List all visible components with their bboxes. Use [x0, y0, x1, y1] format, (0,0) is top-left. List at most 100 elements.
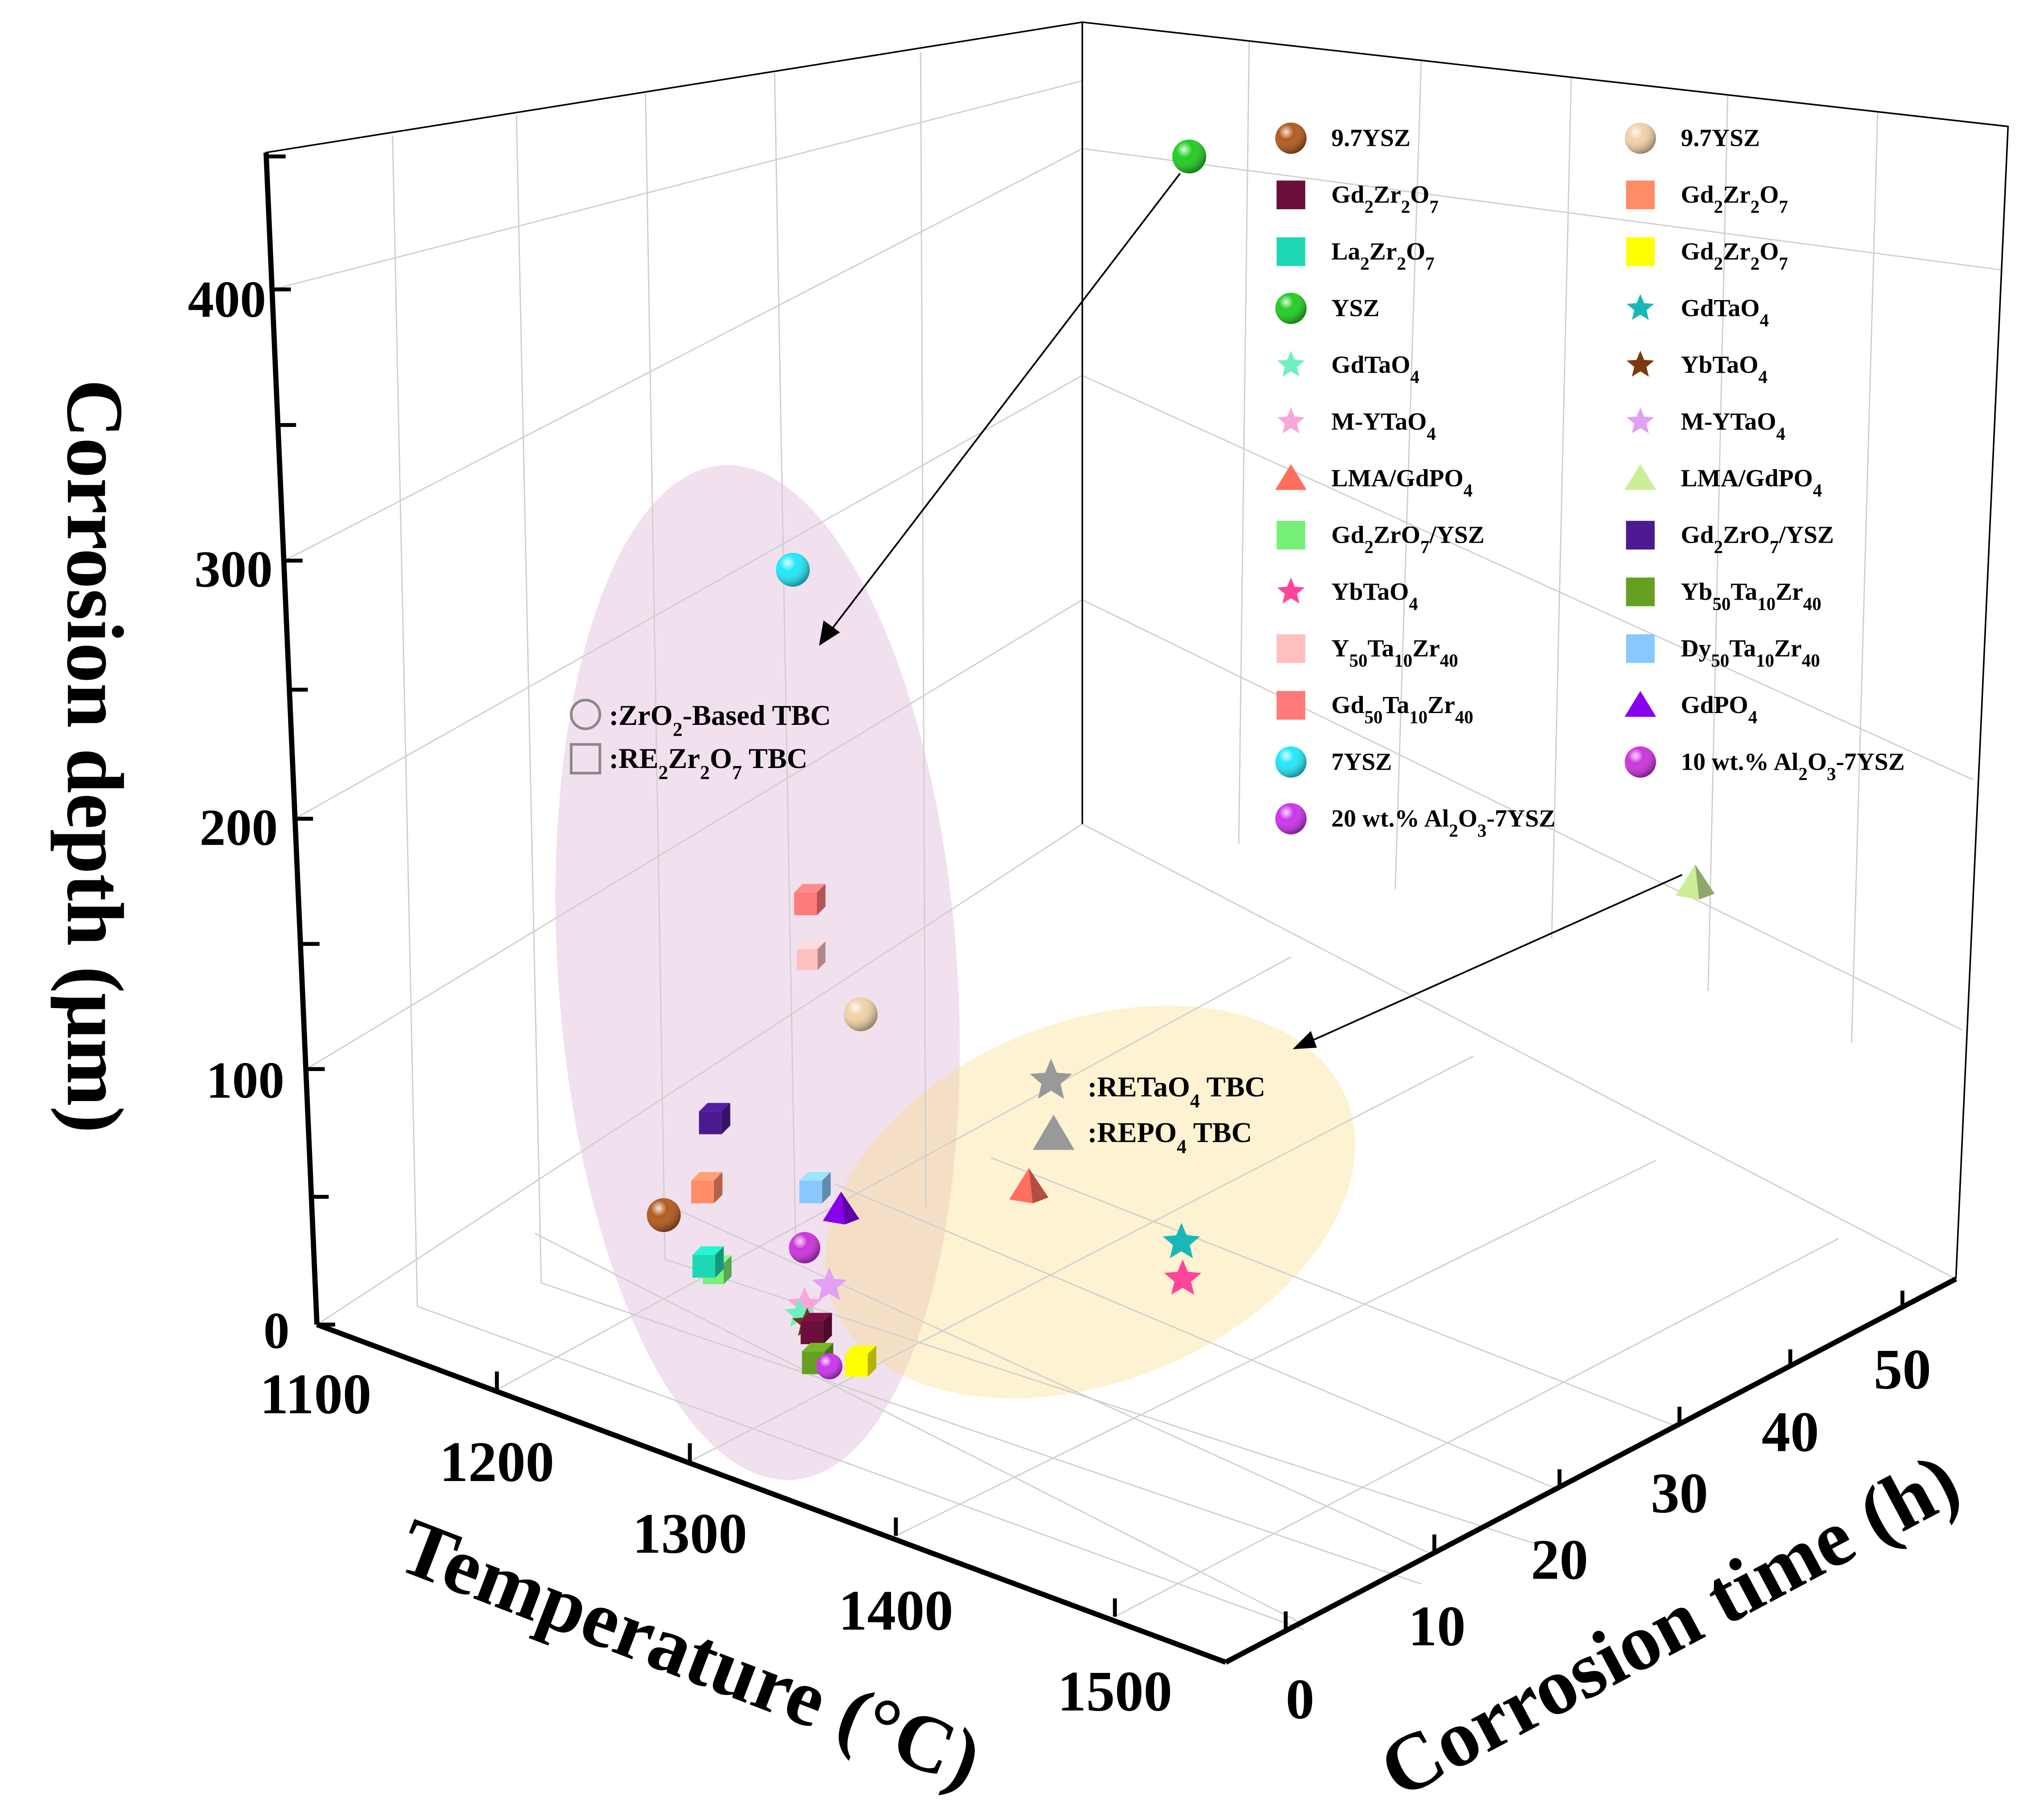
group-label-re2zr2o7: :RE2Zr2O7 TBC — [609, 743, 808, 784]
time-tick-label: 30 — [1651, 1462, 1708, 1525]
data-point-star — [1164, 1259, 1202, 1295]
star-icon — [1030, 1058, 1072, 1099]
temperature-tick-label: 1200 — [440, 1430, 554, 1494]
axis-ticks — [267, 154, 1905, 1630]
temperature-tick-label: 1500 — [1058, 1660, 1172, 1723]
legend-marker — [1276, 521, 1305, 550]
legend-marker — [1276, 691, 1305, 720]
time-tick-label: 10 — [1408, 1595, 1466, 1658]
legend-label: 7YSZ — [1332, 748, 1392, 775]
legend-marker — [1627, 350, 1654, 377]
legend-label: M-YTaO4 — [1332, 407, 1436, 443]
legend-label: 9.7YSZ — [1332, 124, 1411, 151]
legend-marker — [1627, 407, 1654, 434]
legend-label: 9.7YSZ — [1681, 124, 1760, 151]
circle-outline-icon — [570, 699, 602, 730]
data-point-square — [801, 1313, 832, 1345]
depth-tick-label: 200 — [200, 798, 278, 856]
legend-marker — [1277, 350, 1305, 377]
legend-label: GdPO4 — [1681, 691, 1757, 727]
data-point-star — [1162, 1223, 1200, 1258]
data-point-square — [845, 1345, 877, 1377]
legend-label: M-YTaO4 — [1681, 407, 1785, 443]
depth-tick-label: 400 — [188, 271, 266, 328]
legend-marker — [1275, 292, 1307, 324]
legend: 9.7YSZ 9.7YSZ Gd2Zr2O7 Gd2Zr2O7 La2Zr2O7 Gd2Z… — [1275, 122, 1905, 841]
legend-marker — [1626, 237, 1655, 266]
data-point-square — [699, 1103, 730, 1134]
data-point-sphere — [789, 1232, 820, 1263]
data-point-square — [692, 1246, 724, 1278]
group-label-repo4: :REPO4 TBC — [1088, 1117, 1252, 1158]
data-markers — [647, 139, 1715, 1380]
time-tick-label: 40 — [1761, 1400, 1819, 1464]
data-point-square — [796, 941, 826, 970]
legend-marker — [1626, 521, 1655, 550]
legend-marker — [1627, 294, 1654, 320]
legend-marker — [1624, 746, 1656, 778]
data-point-sphere — [1172, 139, 1206, 174]
time-tick-labels: 0 10 20 30 40 50 — [1286, 1338, 1931, 1731]
legend-label: 20 wt.% Al2O3-7YSZ — [1332, 805, 1556, 841]
triangle-icon — [1033, 1115, 1075, 1150]
legend-label: Yb50Ta10Zr40 — [1681, 578, 1821, 614]
legend-label: Gd2Zr2O7 — [1681, 181, 1788, 217]
temperature-tick-label: 1100 — [260, 1363, 372, 1426]
legend-marker — [1624, 691, 1656, 717]
temperature-tick-labels: 1100 1200 1300 1400 1500 — [260, 1363, 1172, 1723]
legend-marker — [1275, 746, 1307, 778]
temperature-tick-label: 1400 — [839, 1579, 953, 1642]
legend-label: Gd2ZrO7/YSZ — [1681, 521, 1834, 557]
legend-marker — [1624, 122, 1656, 154]
annotation-arrows — [819, 173, 1683, 1049]
time-tick-label: 50 — [1874, 1338, 1931, 1401]
data-point-square — [691, 1172, 723, 1204]
time-tick-label: 0 — [1286, 1667, 1315, 1731]
legend-label: LMA/GdPO4 — [1332, 465, 1473, 501]
legend-label: Gd2Zr2O7 — [1332, 181, 1439, 217]
legend-marker — [1626, 577, 1655, 607]
legend-marker — [1275, 122, 1307, 154]
depth-tick-label: 300 — [194, 540, 273, 598]
legend-label: LMA/GdPO4 — [1681, 465, 1822, 501]
legend-label: YbTaO4 — [1332, 578, 1418, 614]
legend-label: Y50Ta10Zr40 — [1332, 634, 1458, 671]
depth-tick-label: 100 — [206, 1051, 284, 1109]
legend-marker — [1277, 407, 1305, 434]
legend-label: GdTaO4 — [1681, 294, 1769, 331]
legend-label: YbTaO4 — [1681, 351, 1767, 387]
data-point-triangle — [1009, 1168, 1049, 1204]
legend-label: GdTaO4 — [1332, 351, 1419, 387]
legend-label: Gd50Ta10Zr40 — [1332, 691, 1474, 727]
data-point-sphere — [843, 997, 878, 1031]
group-annotations: :ZrO2-Based TBC :RE2Zr2O7 TBC :RETaO4 TB… — [570, 699, 1266, 1158]
axis-lines — [263, 152, 1957, 1665]
depth-tick-labels: 0 100 200 300 400 — [188, 271, 290, 1360]
data-point-triangle — [823, 1191, 859, 1224]
group-label-zro2: :ZrO2-Based TBC — [609, 700, 831, 740]
legend-label: Gd2Zr2O7 — [1681, 238, 1788, 274]
temperature-tick-label: 1300 — [632, 1502, 747, 1566]
depth-tick-label: 0 — [263, 1301, 290, 1359]
legend-marker — [1626, 180, 1655, 210]
retao4-group-ellipse — [825, 1006, 1355, 1399]
legend-marker — [1277, 577, 1305, 604]
time-tick-label: 20 — [1531, 1528, 1588, 1591]
legend-label: YSZ — [1332, 294, 1380, 322]
data-point-sphere — [776, 552, 810, 587]
square-outline-icon — [570, 743, 602, 775]
data-point-triangle — [1675, 864, 1715, 900]
legend-marker — [1624, 464, 1656, 490]
legend-marker — [1275, 464, 1307, 490]
legend-marker — [1626, 634, 1655, 663]
data-point-square — [799, 1172, 831, 1204]
data-point-star — [812, 1267, 847, 1301]
legend-label: La2Zr2O7 — [1332, 238, 1435, 274]
legend-label: Gd2ZrO7/YSZ — [1332, 521, 1485, 557]
depth-axis-title: Corrosion depth (μm) — [50, 379, 139, 1133]
legend-label: Dy50Ta10Zr40 — [1681, 634, 1820, 671]
star-icon — [1030, 1058, 1072, 1099]
legend-marker — [1276, 180, 1305, 210]
legend-label: 10 wt.% Al2O3-7YSZ — [1681, 748, 1905, 784]
